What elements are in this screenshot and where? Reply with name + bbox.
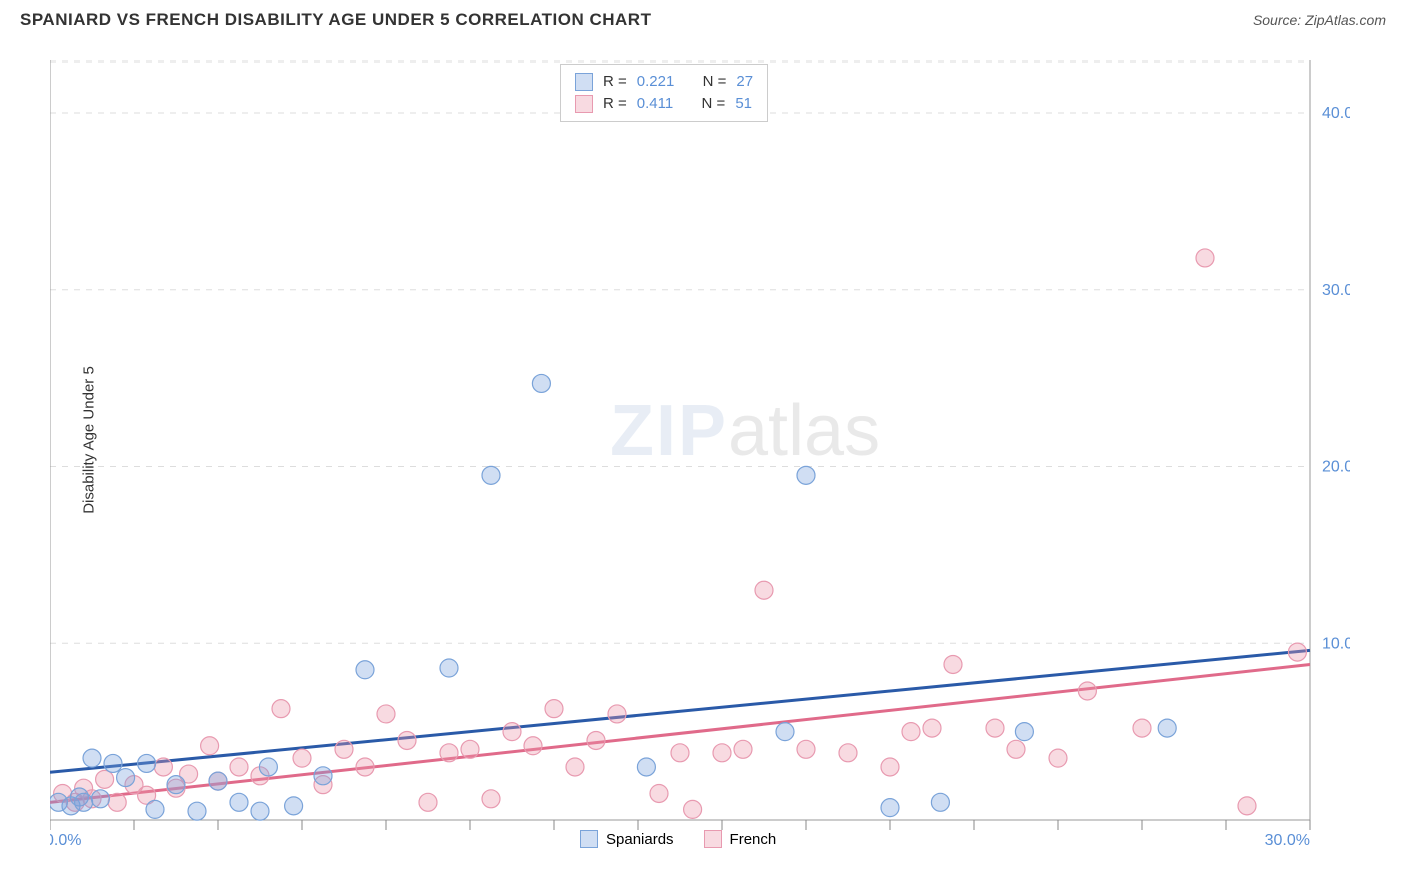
legend-n-value: 27 (736, 71, 753, 93)
source-label: Source: (1253, 12, 1301, 28)
legend-r-label: R = (603, 71, 627, 93)
legend-item-spaniards: Spaniards (580, 830, 674, 848)
legend-item-french: French (704, 830, 777, 848)
legend-n-label: N = (703, 71, 727, 93)
legend-swatch (580, 830, 598, 848)
y-tick-label: 40.0% (1322, 105, 1350, 122)
legend-label: Spaniards (606, 831, 674, 848)
correlation-legend: R = 0.221 N = 27 R = 0.411 N = 51 (560, 64, 768, 122)
y-tick-label: 10.0% (1322, 635, 1350, 652)
source-credit: Source: ZipAtlas.com (1253, 12, 1386, 28)
legend-r-label: R = (603, 93, 627, 115)
y-tick-label: 20.0% (1322, 459, 1350, 476)
chart-title: SPANIARD VS FRENCH DISABILITY AGE UNDER … (20, 10, 651, 30)
header: SPANIARD VS FRENCH DISABILITY AGE UNDER … (0, 0, 1406, 30)
legend-swatch (575, 95, 593, 113)
y-axis-label: Disability Age Under 5 (80, 366, 97, 514)
legend-swatch (575, 73, 593, 91)
legend-row: R = 0.221 N = 27 (575, 71, 753, 93)
legend-swatch (704, 830, 722, 848)
chart-area: Disability Age Under 5 0.0%10.0%20.0%30.… (50, 60, 1350, 820)
legend-r-value: 0.411 (637, 93, 673, 115)
legend-label: French (730, 831, 777, 848)
y-tick-label: 0.0% (50, 832, 81, 849)
x-tick-label: 30.0% (1265, 832, 1310, 849)
source-name: ZipAtlas.com (1305, 12, 1386, 28)
series-legend: Spaniards French (580, 830, 776, 848)
y-tick-label: 30.0% (1322, 282, 1350, 299)
legend-n-label: N = (702, 93, 726, 115)
legend-row: R = 0.411 N = 51 (575, 93, 753, 115)
legend-n-value: 51 (735, 93, 752, 115)
scatter-chart: 0.0% 10.0% 20.0% 30.0% 40.0% 30.0% (50, 60, 1350, 860)
legend-r-value: 0.221 (637, 71, 675, 93)
